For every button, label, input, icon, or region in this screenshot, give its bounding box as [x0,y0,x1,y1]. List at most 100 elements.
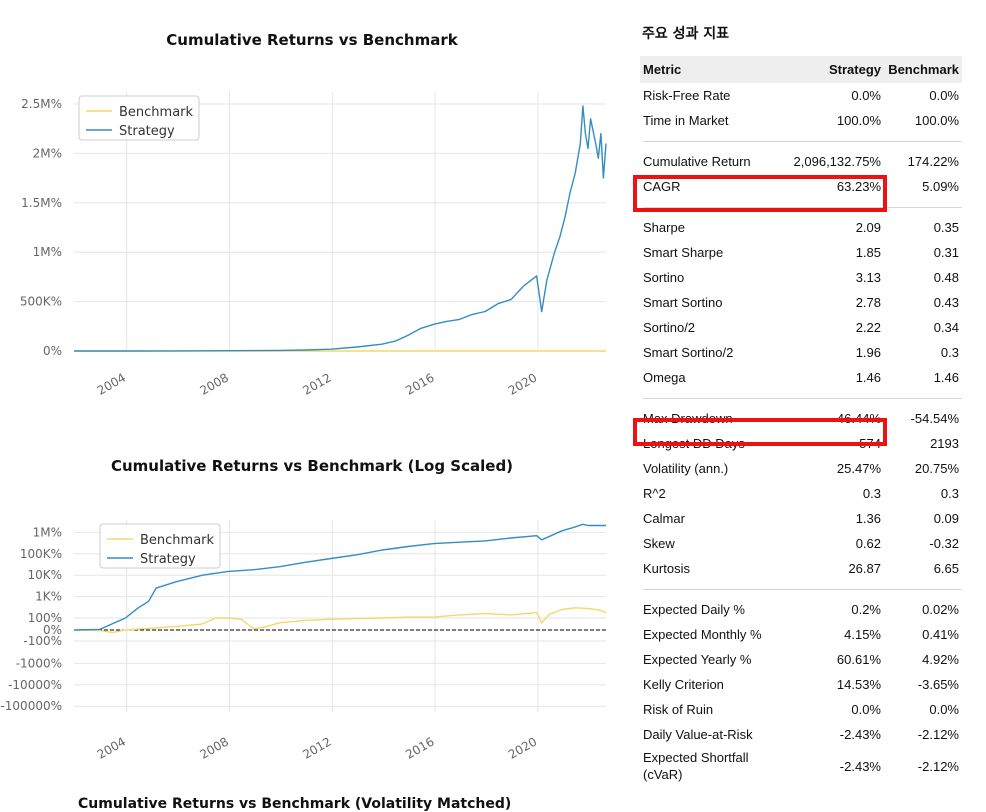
y-tick-label: 2M% [33,146,62,160]
metric-name: CAGR [643,179,681,194]
benchmark-value: 0.09 [933,511,959,526]
divider [643,588,962,590]
metric-name: Risk of Ruin [643,702,714,717]
y-tick-label: 100K% [20,547,62,561]
benchmark-value: 100.0% [914,113,959,128]
metric-row: Expected Daily % 0.2% 0.02% [640,597,962,622]
divider [643,140,962,142]
divider [643,397,962,399]
legend-label: Benchmark [119,105,194,120]
header-strategy: Strategy [778,56,884,83]
metric-row: Sortino 3.13 0.48 [640,265,962,290]
strategy-value: 2.09 [855,220,881,235]
legend-box [78,95,200,141]
benchmark-value: 0.02% [922,602,959,617]
strategy-value: 1.96 [855,345,881,360]
x-tick-label: 2016 [403,734,436,760]
benchmark-value: 0.34 [933,320,959,335]
metric-name: Cumulative Return [643,154,751,169]
benchmark-value: -2.12% [917,727,959,742]
metric-name: Sharpe [643,220,685,235]
key-metrics-panel: 주요 성과 지표 Metric Strategy Benchmark Risk-… [640,24,964,785]
benchmark-value: 0.3 [940,486,959,501]
benchmark-value: 0.41% [922,627,959,642]
y-tick-label: 0% [43,344,62,358]
metric-row: Kurtosis 26.87 6.65 [640,556,962,581]
strategy-value: 1.85 [855,245,881,260]
metric-name: R^2 [643,486,666,501]
strategy-value: 14.53% [836,677,881,692]
benchmark-value: 0.43 [933,295,959,310]
metric-name: Kelly Criterion [643,677,724,692]
series-line-benchmark [73,607,607,634]
metrics-separator [640,133,962,149]
strategy-value: 574 [859,436,881,451]
metric-row: CAGR 63.23% 5.09% [640,174,962,199]
divider [643,206,962,208]
strategy-value: 0.3 [862,486,881,501]
benchmark-value: -0.32 [929,536,959,551]
benchmark-value: 0.35 [933,220,959,235]
metric-name: Risk-Free Rate [643,88,731,103]
metric-row: Expected Monthly % 4.15% 0.41% [640,622,962,647]
metric-name: Smart Sortino/2 [643,345,734,360]
strategy-value: 0.0% [851,88,881,103]
benchmark-value: 174.22% [907,154,959,169]
strategy-value: 4.15% [844,627,881,642]
y-tick-label: 1M% [33,525,62,539]
volatility-matched-chart-title: Cumulative Returns vs Benchmark (Volatil… [78,796,512,812]
y-tick-label: 100% [28,611,62,625]
benchmark-value: 5.09% [922,179,959,194]
metric-name: Skew [643,536,675,551]
metric-row: R^2 0.3 0.3 [640,481,962,506]
metric-name: Smart Sharpe [643,245,724,260]
benchmark-value: -3.65% [917,677,959,692]
metrics-separator [640,581,962,597]
strategy-value: -2.43% [839,758,881,774]
benchmark-value: 0.48 [933,270,959,285]
strategy-value: 0.2% [851,602,881,617]
metric-name: Sortino [643,270,685,285]
metrics-title: 주요 성과 지표 [642,26,730,42]
legend-label: Benchmark [140,533,215,548]
metric-name: Calmar [643,511,685,526]
y-tick-label: -1000% [16,656,62,670]
y-tick-label: -10000% [8,678,62,692]
metrics-separator [640,199,962,215]
strategy-value: 63.23% [836,179,881,194]
header-metric: Metric [640,56,778,83]
metric-row: Smart Sortino 2.78 0.43 [640,290,962,315]
metric-row: Longest DD Days 574 2193 [640,431,962,456]
benchmark-value: 6.65 [933,561,959,576]
metric-row: Risk of Ruin 0.0% 0.0% [640,697,962,722]
metric-row: Max Drawdown -46.44% -54.54% [640,406,962,431]
metric-name: Omega [643,370,686,385]
metric-name: Expected Shortfall (cVaR) [643,750,749,782]
metric-name: Max Drawdown [643,411,733,426]
legend-label: Strategy [119,124,175,139]
strategy-value: 100.0% [836,113,881,128]
y-tick-label: -100% [23,634,62,648]
chart-title: Cumulative Returns vs Benchmark [166,31,458,49]
strategy-value: 2.22 [855,320,881,335]
strategy-value: 1.46 [855,370,881,385]
metric-name: Kurtosis [643,561,690,576]
strategy-value: 0.0% [851,702,881,717]
y-tick-label: 10K% [27,568,62,582]
y-tick-label: 1.5M% [21,196,62,210]
chart-title: Cumulative Returns vs Benchmark (Log Sca… [111,457,513,475]
metric-row: Omega 1.46 1.46 [640,365,962,390]
metric-row: Expected Shortfall (cVaR) -2.43% -2.12% [640,747,962,785]
strategy-value: 60.61% [836,652,881,667]
metrics-table: Metric Strategy Benchmark Risk-Free Rate… [640,56,962,785]
legend-label: Strategy [140,552,196,567]
strategy-value: 2.78 [855,295,881,310]
x-tick-label: 2004 [95,734,128,760]
metric-name: Expected Yearly % [643,652,752,667]
metric-name: Expected Monthly % [643,627,762,642]
metric-row: Calmar 1.36 0.09 [640,506,962,531]
benchmark-value: -2.12% [917,758,959,774]
metric-name: Smart Sortino [643,295,723,310]
strategy-value: -46.44% [832,411,881,426]
cumulative-returns-chart: Cumulative Returns vs Benchmark 2.5M% 2M% 1… [20,31,607,398]
